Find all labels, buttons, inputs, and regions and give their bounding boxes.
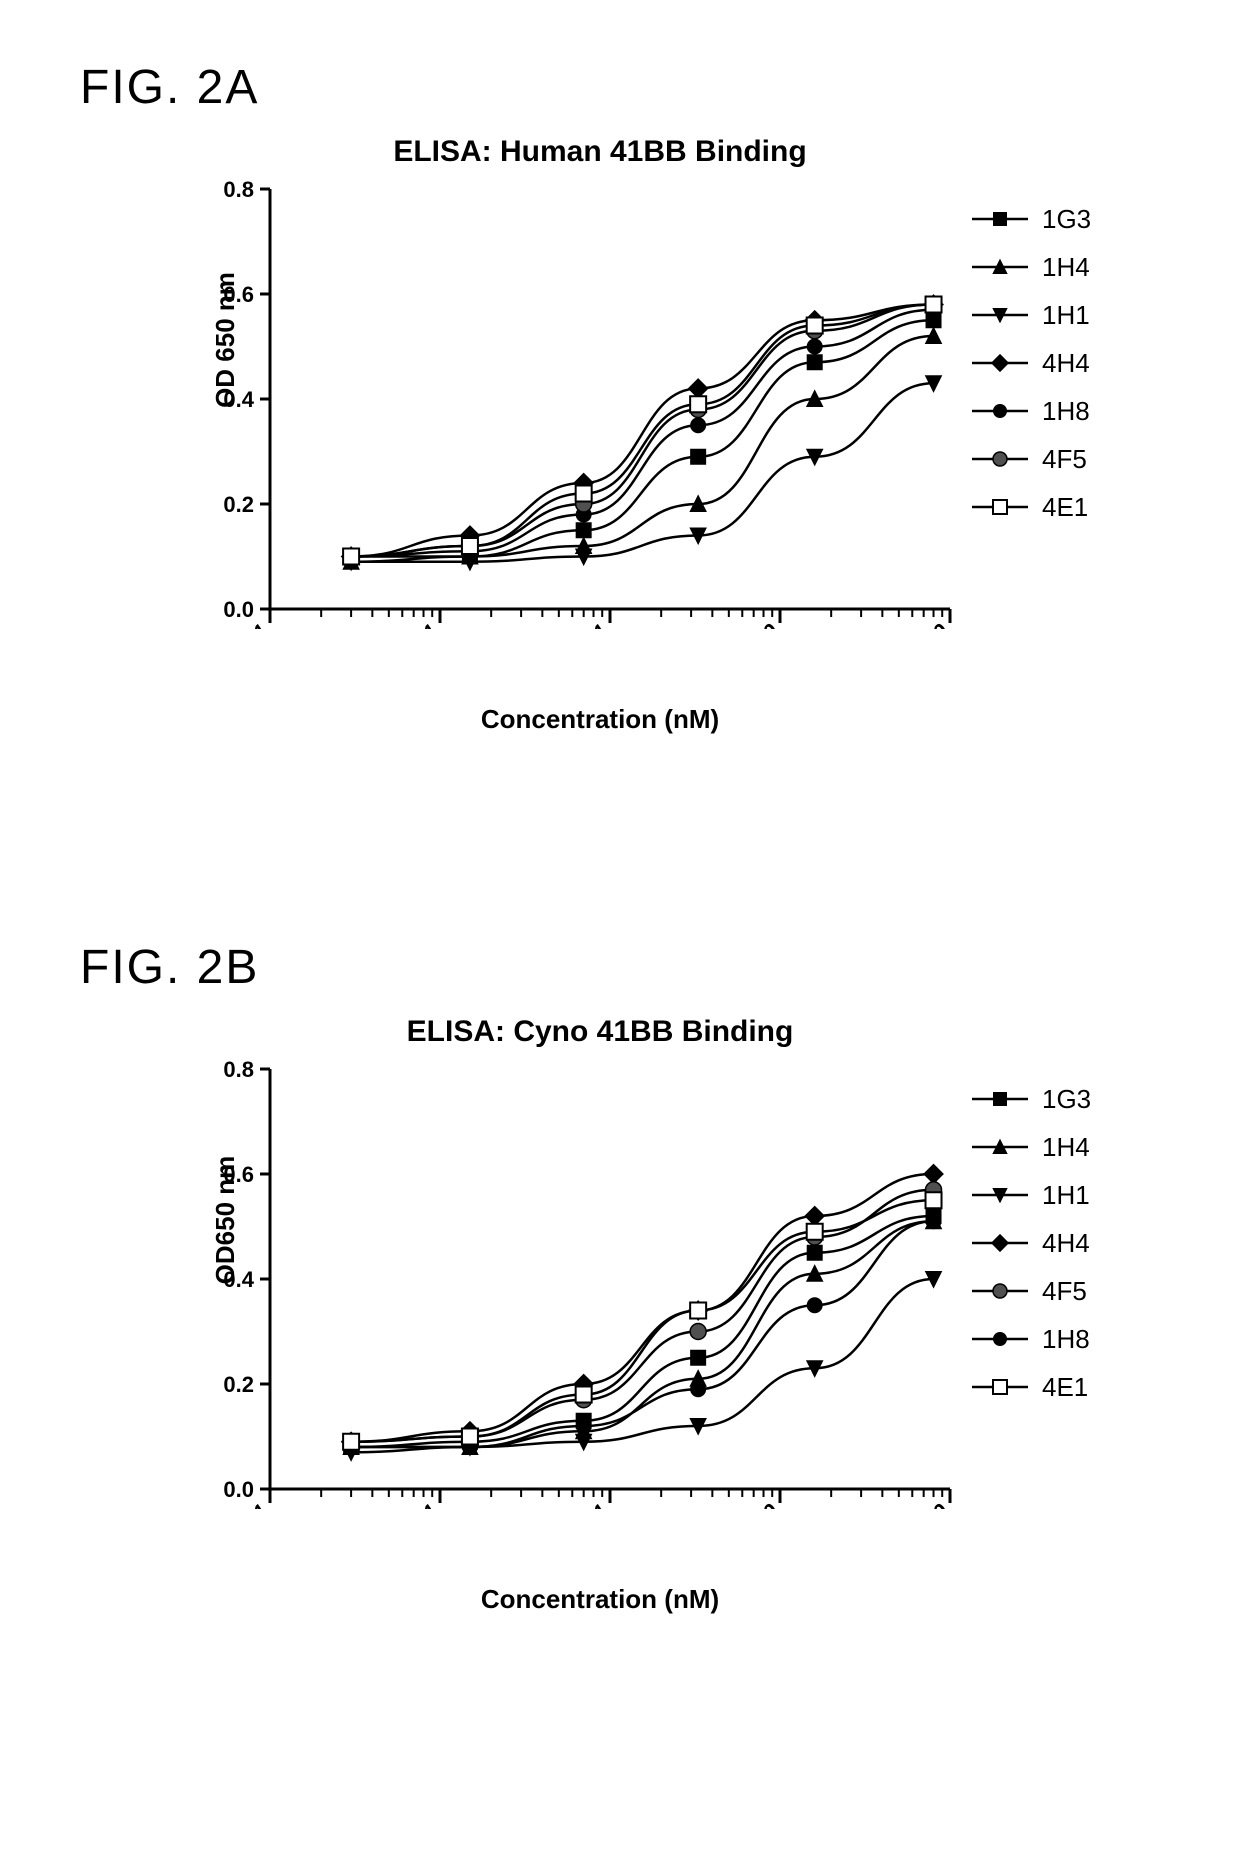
legend-marker-icon [970, 1084, 1030, 1114]
figure-2a-chart: ELISA: Human 41BB Binding OD 650 nm 0.00… [180, 135, 960, 735]
svg-text:0.0: 0.0 [223, 597, 254, 622]
legend-label: 1H4 [1042, 1132, 1090, 1163]
legend-label: 4E1 [1042, 1372, 1088, 1403]
legend-marker-icon [970, 396, 1030, 426]
legend-item: 4F5 [970, 435, 1091, 483]
legend-marker-icon [970, 1180, 1030, 1210]
legend-item: 4E1 [970, 1363, 1091, 1411]
legend-label: 1H8 [1042, 396, 1090, 427]
legend-label: 1H8 [1042, 1324, 1090, 1355]
chart-b-legend: 1G3 1H4 1H1 4H4 4F5 1H8 4E1 [970, 1075, 1091, 1411]
legend-label: 1G3 [1042, 1084, 1091, 1115]
legend-marker-icon [970, 204, 1030, 234]
legend-item: 1H8 [970, 387, 1091, 435]
legend-label: 4F5 [1042, 1276, 1087, 1307]
figure-2b-block: FIG. 2B ELISA: Cyno 41BB Binding OD650 n… [80, 940, 960, 1615]
legend-label: 1H4 [1042, 252, 1090, 283]
svg-text:0.8: 0.8 [223, 177, 254, 202]
legend-item: 1H1 [970, 1171, 1091, 1219]
legend-item: 4H4 [970, 339, 1091, 387]
chart-b-xlabel: Concentration (nM) [260, 1584, 940, 1615]
legend-marker-icon [970, 444, 1030, 474]
svg-text:0.2: 0.2 [223, 1372, 254, 1397]
legend-marker-icon [970, 1276, 1030, 1306]
chart-a-plot: 0.00.20.40.60.80.010.1110100 [180, 169, 960, 634]
legend-label: 4H4 [1042, 1228, 1090, 1259]
figure-2a-block: FIG. 2A ELISA: Human 41BB Binding OD 650… [80, 60, 960, 735]
chart-a-xlabel: Concentration (nM) [260, 704, 940, 735]
legend-item: 1H4 [970, 1123, 1091, 1171]
svg-text:0.6: 0.6 [223, 282, 254, 307]
legend-marker-icon [970, 348, 1030, 378]
legend-label: 4H4 [1042, 348, 1090, 379]
legend-item: 4F5 [970, 1267, 1091, 1315]
svg-text:0.6: 0.6 [223, 1162, 254, 1187]
legend-marker-icon [970, 1228, 1030, 1258]
legend-item: 1H8 [970, 1315, 1091, 1363]
svg-text:0.1: 0.1 [404, 619, 443, 629]
legend-item: 1H4 [970, 243, 1091, 291]
figure-2a-label: FIG. 2A [80, 60, 960, 115]
legend-item: 1H1 [970, 291, 1091, 339]
legend-label: 4E1 [1042, 492, 1088, 523]
chart-b-title: ELISA: Cyno 41BB Binding [260, 1015, 940, 1049]
legend-item: 4E1 [970, 483, 1091, 531]
svg-text:0.4: 0.4 [223, 387, 254, 412]
svg-text:100: 100 [910, 1498, 954, 1509]
figure-2b-chart: ELISA: Cyno 41BB Binding OD650 nm 0.00.2… [180, 1015, 960, 1615]
chart-a-title: ELISA: Human 41BB Binding [260, 135, 940, 169]
legend-item: 1G3 [970, 195, 1091, 243]
legend-marker-icon [970, 300, 1030, 330]
legend-marker-icon [970, 1324, 1030, 1354]
legend-marker-icon [970, 492, 1030, 522]
legend-marker-icon [970, 1372, 1030, 1402]
legend-marker-icon [970, 1132, 1030, 1162]
svg-text:0.1: 0.1 [404, 1499, 443, 1509]
chart-a-legend: 1G3 1H4 1H1 4H4 1H8 4F5 4E1 [970, 195, 1091, 531]
legend-item: 4H4 [970, 1219, 1091, 1267]
legend-item: 1G3 [970, 1075, 1091, 1123]
svg-text:100: 100 [910, 618, 954, 629]
legend-label: 1H1 [1042, 300, 1090, 331]
svg-text:0.2: 0.2 [223, 492, 254, 517]
figure-2b-label: FIG. 2B [80, 940, 960, 995]
svg-text:0.0: 0.0 [223, 1477, 254, 1502]
legend-label: 1G3 [1042, 204, 1091, 235]
chart-b-plot: 0.00.20.40.60.80.010.1110100 [180, 1049, 960, 1514]
legend-label: 4F5 [1042, 444, 1087, 475]
svg-text:0.8: 0.8 [223, 1057, 254, 1082]
legend-marker-icon [970, 252, 1030, 282]
svg-text:0.4: 0.4 [223, 1267, 254, 1292]
legend-label: 1H1 [1042, 1180, 1090, 1211]
